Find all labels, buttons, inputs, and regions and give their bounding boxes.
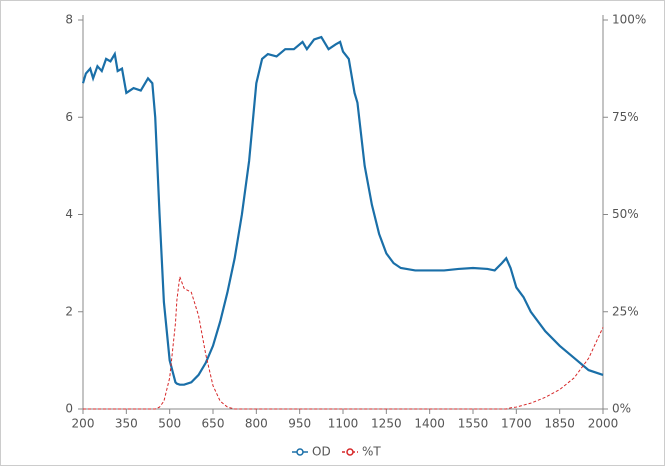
x-tick-label: 1550 [458, 417, 489, 431]
x-tick-label: 1850 [544, 417, 575, 431]
x-tick-label: 650 [202, 417, 225, 431]
legend-marker [296, 448, 304, 456]
x-tick-label: 800 [245, 417, 268, 431]
y2-tick-label: 50% [612, 207, 639, 221]
series-line [83, 276, 604, 410]
y2-tick-label: 100% [612, 13, 646, 27]
y-tick-label: 2 [65, 304, 73, 318]
x-tick-label: 350 [115, 417, 138, 431]
x-tick-label: 2000 [588, 417, 619, 431]
x-tick-label: 1400 [414, 417, 445, 431]
legend-marker [346, 448, 354, 456]
x-tick-label: 1700 [501, 417, 532, 431]
y-tick-label: 0 [65, 402, 73, 416]
x-tick-label: 200 [72, 417, 95, 431]
series-line [81, 35, 604, 386]
x-tick-label: 950 [288, 417, 311, 431]
y2-tick-label: 25% [612, 304, 639, 318]
x-tick-label: 1100 [328, 417, 359, 431]
legend-label: OD [312, 445, 331, 459]
y-tick-label: 8 [65, 13, 73, 27]
y-tick-label: 4 [65, 207, 73, 221]
y-tick-label: 6 [65, 110, 73, 124]
y2-tick-label: 0% [612, 402, 631, 416]
y2-tick-label: 75% [612, 110, 639, 124]
legend-label: %T [362, 445, 381, 459]
x-tick-label: 1250 [371, 417, 402, 431]
x-tick-label: 500 [158, 417, 181, 431]
